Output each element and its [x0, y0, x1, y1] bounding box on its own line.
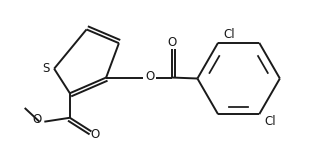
- Text: O: O: [146, 70, 155, 83]
- Text: O: O: [167, 36, 177, 49]
- Text: O: O: [33, 113, 42, 126]
- Text: O: O: [91, 128, 100, 141]
- Text: S: S: [43, 62, 50, 75]
- Text: Cl: Cl: [264, 115, 276, 128]
- Text: Cl: Cl: [223, 28, 234, 41]
